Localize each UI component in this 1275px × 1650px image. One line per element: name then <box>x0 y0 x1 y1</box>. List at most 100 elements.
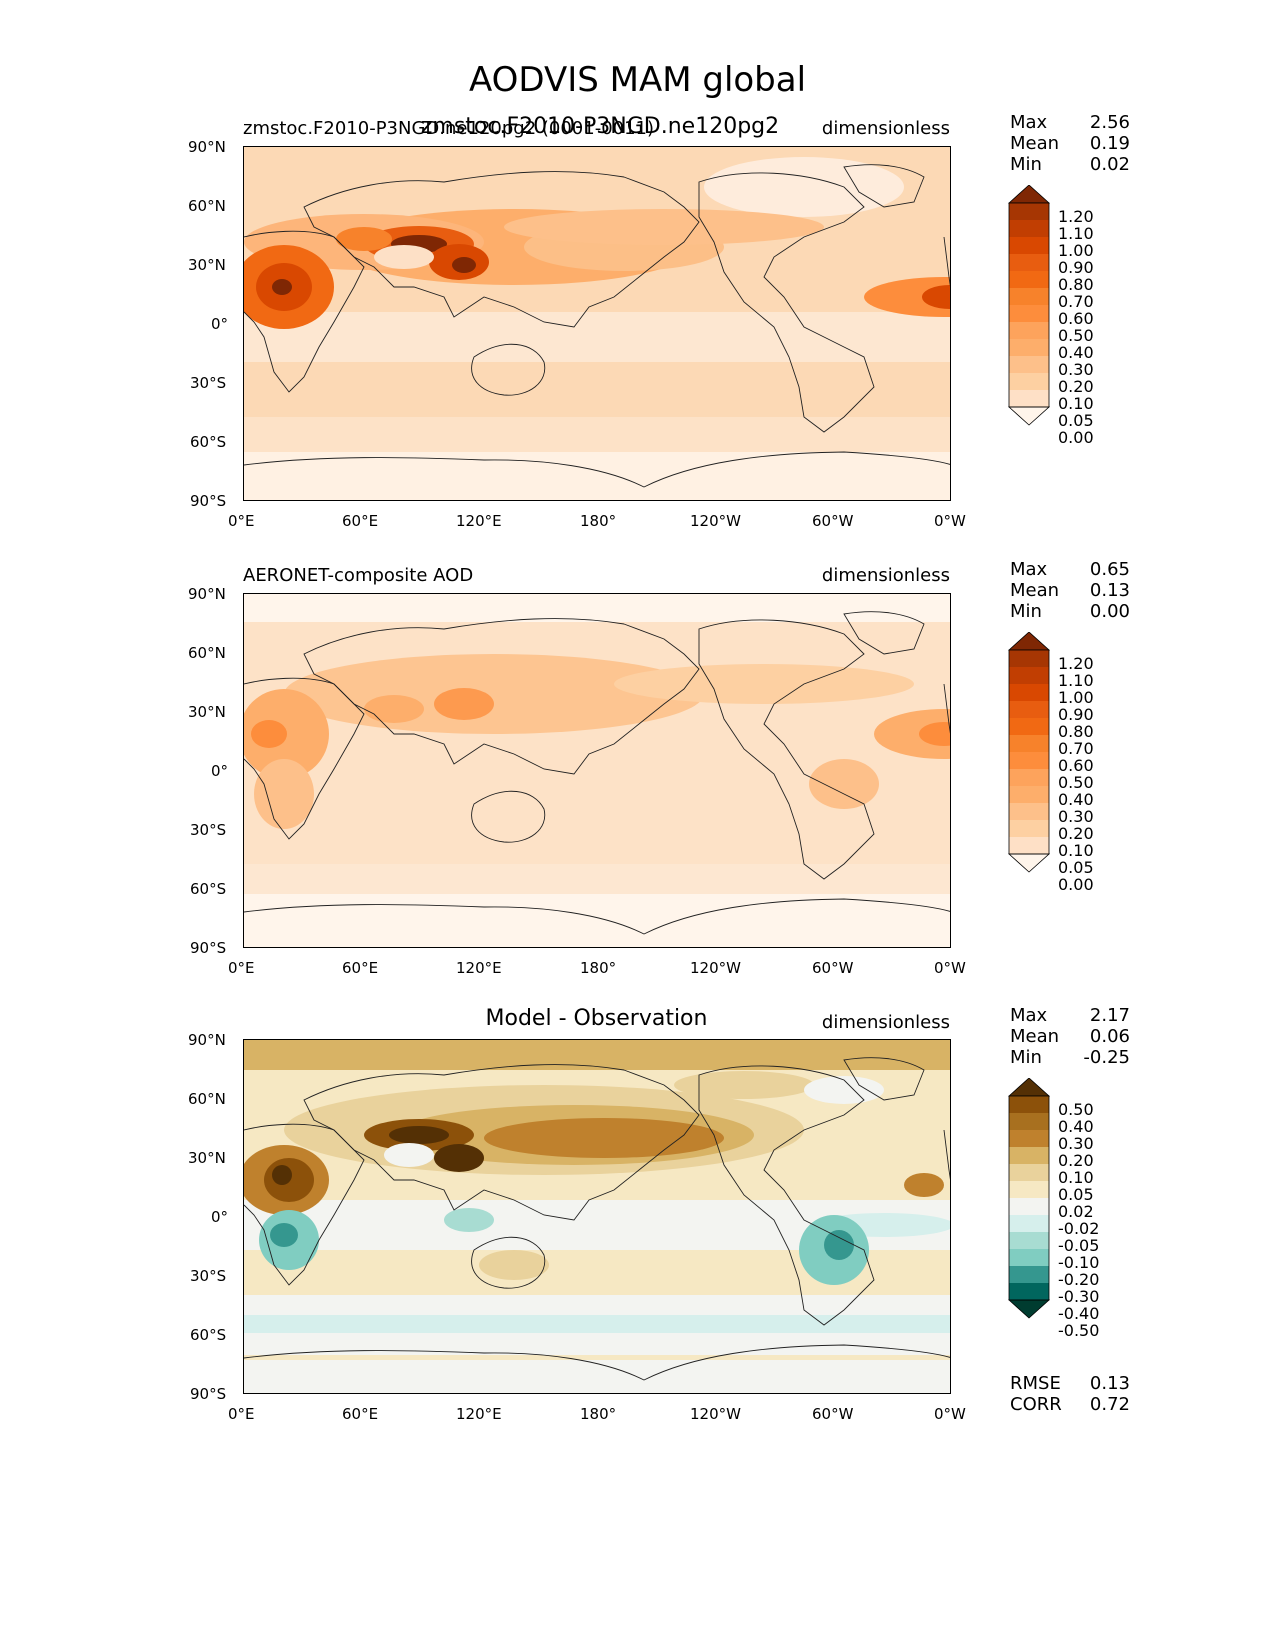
p2-colorbar-outline <box>1008 649 1050 855</box>
p2-colorbar-swatch <box>1009 684 1049 701</box>
panel3-map <box>243 1039 951 1394</box>
p1-colorbar-swatch <box>1009 288 1049 305</box>
p2-min-value: 0.00 <box>1089 601 1130 622</box>
p3-max-label: Max <box>1010 1005 1048 1026</box>
p2-lon-60w: 60°W <box>812 959 854 977</box>
p3-lat-60s: 60°S <box>190 1326 227 1344</box>
p1-colorbar-label: 0.30 <box>1058 360 1094 379</box>
p3-colorbar-swatch <box>1009 1113 1049 1130</box>
p1-colorbar-label: 1.20 <box>1058 207 1094 226</box>
p3-min-value: -0.25 <box>1083 1047 1130 1068</box>
p2-min-label: Min <box>1010 601 1042 622</box>
p3-lat-90n: 90°N <box>188 1031 226 1049</box>
p3-max-value: 2.17 <box>1089 1005 1130 1026</box>
p3-colorbar-label: -0.05 <box>1058 1236 1100 1255</box>
panel3-units: dimensionless <box>821 1012 950 1033</box>
p2-colorbar-swatch <box>1009 803 1049 820</box>
p2-colorbar-swatch <box>1009 718 1049 735</box>
p3-colorbar-label: 0.05 <box>1058 1185 1094 1204</box>
p1-colorbar-swatches <box>1007 184 1051 426</box>
p1-colorbar-swatch <box>1009 203 1049 220</box>
p1-lon-60e: 60°E <box>342 512 379 530</box>
p2-colorbar-label: 0.70 <box>1058 739 1094 758</box>
p1-colorbar-label: 0.50 <box>1058 326 1094 345</box>
p3-lat-60n: 60°N <box>188 1090 226 1108</box>
panel1-center-title: zmstoc.F2010-P3NGD.ne120pg2 <box>420 114 780 139</box>
p2-lat-90n: 90°N <box>188 585 226 603</box>
p1-colorbar-extend-bottom <box>1007 406 1051 426</box>
p2-colorbar-label: 0.40 <box>1058 790 1094 809</box>
p3-colorbar-extend-top <box>1007 1077 1051 1097</box>
p2-colorbar-label: 0.00 <box>1058 875 1094 894</box>
p3-colorbar-swatch <box>1009 1232 1049 1249</box>
panel1-left-title: zmstoc.F2010-P3NGD.ne120pg2 (0001-0011) <box>243 118 655 139</box>
p3-colorbar-swatch <box>1009 1249 1049 1266</box>
p3-colorbar-extend-bottom <box>1007 1299 1051 1319</box>
p3-colorbar-swatch <box>1009 1147 1049 1164</box>
p2-colorbar-swatch <box>1009 752 1049 769</box>
p3-corr-value: 0.72 <box>1089 1394 1130 1415</box>
p3-rmse-value: 0.13 <box>1089 1373 1130 1394</box>
p2-colorbar-label: 0.80 <box>1058 722 1094 741</box>
p2-lon-0w: 0°W <box>934 959 966 977</box>
p3-min-label: Min <box>1010 1047 1042 1068</box>
p3-lat-30n: 30°N <box>188 1149 226 1167</box>
p1-colorbar-swatch <box>1009 271 1049 288</box>
p1-lat-60n: 60°N <box>188 197 226 215</box>
p2-colorbar-label: 0.10 <box>1058 841 1094 860</box>
p2-colorbar-swatch <box>1009 701 1049 718</box>
p1-colorbar-swatch <box>1009 339 1049 356</box>
p2-colorbar-label: 0.60 <box>1058 756 1094 775</box>
p1-colorbar-label: 0.60 <box>1058 309 1094 328</box>
p3-lat-0: 0° <box>211 1208 229 1226</box>
p2-lat-60n: 60°N <box>188 644 226 662</box>
p1-lat-90s: 90°S <box>190 492 227 510</box>
p3-colorbar-label: -0.40 <box>1058 1304 1100 1323</box>
p2-lon-180: 180° <box>580 959 617 977</box>
p3-lon-0w: 0°W <box>934 1405 966 1423</box>
p3-colorbar-label: -0.50 <box>1058 1321 1100 1340</box>
p2-colorbar-swatch <box>1009 735 1049 752</box>
p2-lat-90s: 90°S <box>190 939 227 957</box>
p1-colorbar-label: 0.80 <box>1058 275 1094 294</box>
p1-colorbar-label: 0.70 <box>1058 292 1094 311</box>
p1-lon-0e: 0°E <box>228 512 255 530</box>
p2-colorbar-extend-top <box>1007 631 1051 651</box>
p2-colorbar-swatch <box>1009 667 1049 684</box>
p1-colorbar-label: 1.00 <box>1058 241 1094 260</box>
p3-colorbar-swatches <box>1007 1077 1051 1319</box>
p1-lon-120w: 120°W <box>690 512 741 530</box>
p1-colorbar-label: 0.10 <box>1058 394 1094 413</box>
p2-max-value: 0.65 <box>1089 559 1130 580</box>
p3-lon-120e: 120°E <box>456 1405 502 1423</box>
p3-colorbar-label: 0.10 <box>1058 1168 1094 1187</box>
panel2-map <box>243 593 951 948</box>
p1-colorbar-swatch <box>1009 390 1049 407</box>
p1-max-value: 2.56 <box>1089 112 1130 133</box>
p2-colorbar-label: 0.30 <box>1058 807 1094 826</box>
p3-lon-60e: 60°E <box>342 1405 379 1423</box>
p3-lon-180: 180° <box>580 1405 617 1423</box>
p2-lon-120w: 120°W <box>690 959 741 977</box>
p3-colorbar-swatch <box>1009 1266 1049 1283</box>
p3-colorbar-label: 0.20 <box>1058 1151 1094 1170</box>
p3-lon-120w: 120°W <box>690 1405 741 1423</box>
p1-colorbar-swatch <box>1009 305 1049 322</box>
p2-lat-30s: 30°S <box>190 821 227 839</box>
p1-lat-0: 0° <box>211 315 229 333</box>
panel2-left-title: AERONET-composite AOD <box>243 565 474 586</box>
p1-colorbar-swatch <box>1009 373 1049 390</box>
p1-colorbar-label: 0.05 <box>1058 411 1094 430</box>
p1-lon-180: 180° <box>580 512 617 530</box>
p3-lon-60w: 60°W <box>812 1405 854 1423</box>
p1-colorbar-label: 0.90 <box>1058 258 1094 277</box>
p1-lon-120e: 120°E <box>456 512 502 530</box>
p2-colorbar-swatches <box>1007 631 1051 873</box>
p1-colorbar <box>1007 184 1052 471</box>
p3-colorbar-label: 0.30 <box>1058 1134 1094 1153</box>
p1-min-value: 0.02 <box>1089 154 1130 175</box>
p1-mean-value: 0.19 <box>1089 133 1130 154</box>
p3-colorbar-label: -0.30 <box>1058 1287 1100 1306</box>
p2-colorbar-label: 1.10 <box>1058 671 1094 690</box>
p1-colorbar-label: 0.40 <box>1058 343 1094 362</box>
